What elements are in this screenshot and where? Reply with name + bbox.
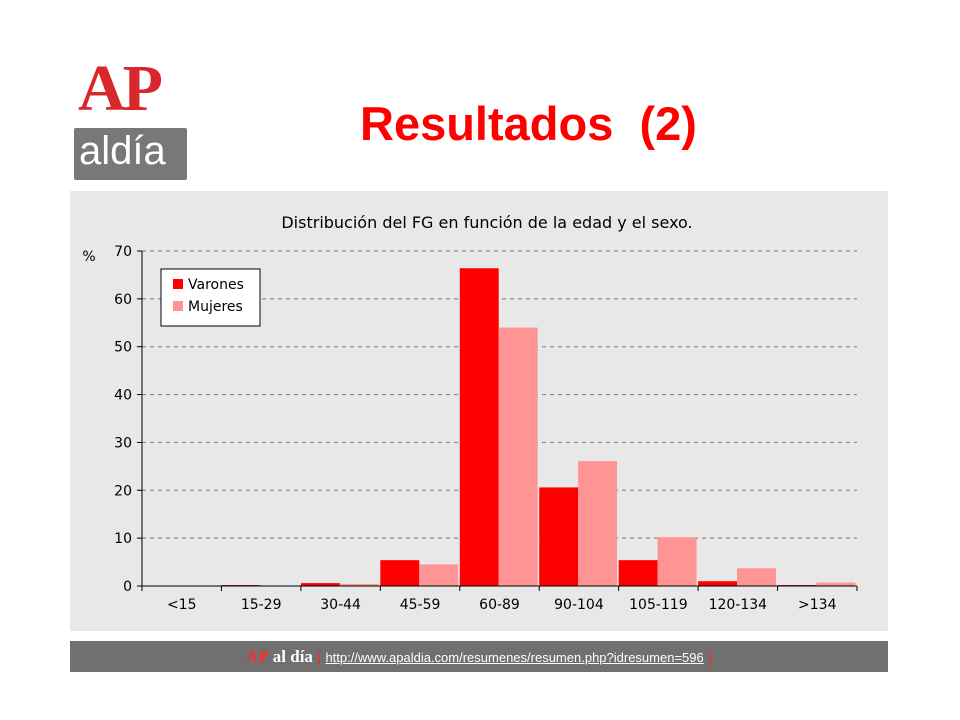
page-title: Resultados (2)	[360, 97, 697, 150]
y-tick-label: 70	[114, 244, 132, 260]
y-axis-label: %	[82, 249, 95, 265]
bar-mujeres	[498, 327, 538, 586]
y-tick-label: 20	[114, 483, 132, 499]
apaldia-logo: AP aldía	[74, 56, 188, 182]
bar-mujeres	[737, 568, 776, 586]
x-tick-label: 120-134	[709, 597, 768, 613]
x-tick-label: 15-29	[241, 597, 282, 613]
footer-bracket-close: ]	[707, 649, 713, 666]
x-tick-label: 105-119	[629, 597, 688, 613]
footer-brand-aldia: al día	[272, 647, 313, 666]
legend-swatch-mujeres	[173, 301, 183, 311]
chart-panel: Distribución del FG en función de la eda…	[70, 191, 888, 631]
legend: Varones Mujeres	[160, 268, 261, 327]
legend-label-varones: Varones	[188, 277, 244, 293]
x-tick-label: >134	[798, 597, 837, 613]
bar-mujeres	[816, 582, 856, 586]
legend-box	[160, 268, 261, 327]
bar-varones	[300, 583, 340, 586]
footer-bracket-open: [	[317, 649, 322, 666]
y-tick-label: 0	[123, 579, 132, 595]
bars	[221, 268, 856, 586]
bar-mujeres	[419, 564, 459, 586]
bar-chart: Distribución del FG en función de la eda…	[82, 213, 858, 613]
bar-varones	[618, 560, 658, 586]
bar-varones	[459, 268, 499, 586]
bar-mujeres	[657, 537, 697, 586]
grid-lines	[142, 250, 857, 539]
footer-brand-ap: AP	[245, 647, 269, 666]
x-tick-label: 45-59	[400, 597, 441, 613]
bar-varones	[698, 581, 738, 586]
bar-mujeres	[578, 461, 618, 586]
x-tick-label: 60-89	[479, 597, 520, 613]
y-tick-label: 60	[114, 292, 132, 308]
axes: 0 10 20 30 40 50 60 70 <15 15-29 30-44 45-59 60-89 90…	[114, 244, 858, 613]
y-tick-label: 30	[114, 435, 132, 451]
logo-aldia-box: aldía	[74, 128, 187, 180]
footer-link[interactable]: http://www.apaldia.com/resumenes/resumen…	[325, 650, 704, 665]
y-tick-label: 50	[114, 340, 132, 356]
x-tick-label: <15	[167, 597, 197, 613]
bar-varones	[380, 560, 420, 586]
legend-swatch-varones	[173, 279, 183, 289]
footer-bar: AP al día [ http://www.apaldia.com/resum…	[70, 641, 888, 672]
x-tick-label: 90-104	[554, 597, 604, 613]
logo-aldia-text: aldía	[79, 129, 166, 173]
y-tick-label: 40	[114, 388, 132, 404]
x-tick-label: 30-44	[320, 597, 361, 613]
bar-mujeres	[339, 584, 379, 586]
bar-varones	[539, 487, 579, 586]
chart-title: Distribución del FG en función de la eda…	[281, 213, 692, 232]
y-tick-label: 10	[114, 531, 132, 547]
logo-ap-text: AP	[78, 52, 163, 125]
legend-label-mujeres: Mujeres	[188, 299, 243, 315]
